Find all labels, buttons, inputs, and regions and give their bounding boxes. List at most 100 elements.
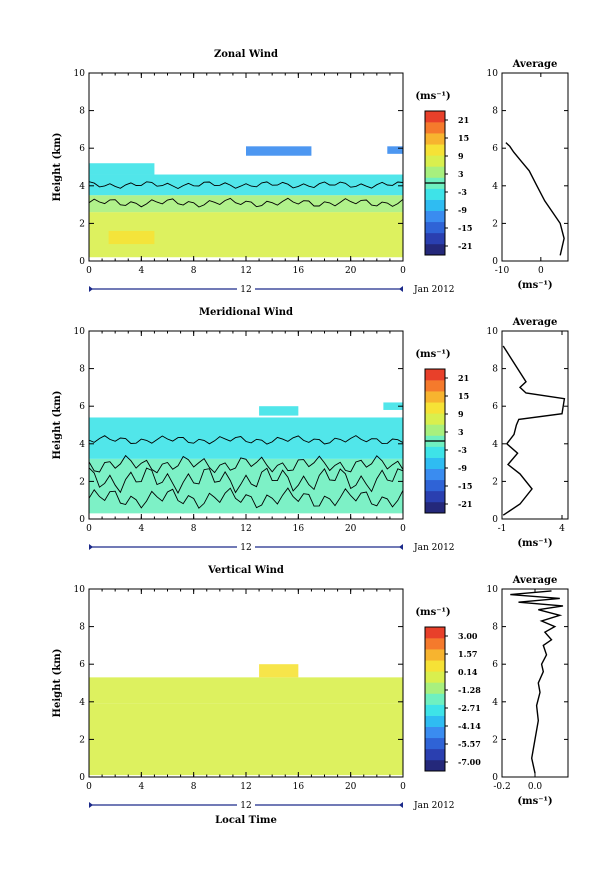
profile-x-label: (ms⁻¹) xyxy=(517,538,552,549)
x-tick-label: 16 xyxy=(293,782,305,792)
colorbar-segment xyxy=(425,660,445,672)
colorbar-segment xyxy=(425,166,445,178)
colorbar-tick-label: 0.14 xyxy=(458,667,478,677)
heatmap-layer xyxy=(387,146,403,154)
heatmap-layer xyxy=(89,703,403,776)
colorbar-segment xyxy=(425,671,445,683)
y-tick-label: 2 xyxy=(492,735,498,745)
colorbar-tick-label: 15 xyxy=(458,391,469,401)
x-tick-label: 20 xyxy=(345,266,357,276)
colorbar-unit-label: (ms⁻¹) xyxy=(415,607,450,618)
colorbar-tick-label: 21 xyxy=(458,373,469,383)
x-tick-label: 12 xyxy=(240,524,251,534)
y-tick-label: 2 xyxy=(79,219,85,229)
y-tick-label: 6 xyxy=(79,660,85,670)
colorbar-segment xyxy=(425,111,445,123)
panel-title: Vertical Wind xyxy=(207,565,284,576)
zero-contour-line xyxy=(88,454,404,474)
x-tick-label: 4 xyxy=(559,524,565,534)
colorbar-tick-label: -2.71 xyxy=(458,703,481,713)
heatmap-layer xyxy=(89,163,155,175)
colorbar-segment xyxy=(425,210,445,223)
profile-x-label: (ms⁻¹) xyxy=(517,796,552,807)
date-bar-arrow xyxy=(89,802,93,808)
panel-title: Meridional Wind xyxy=(199,307,293,318)
date-bar-arrow xyxy=(399,544,403,550)
x-tick-label: 0 xyxy=(86,524,92,534)
colorbar-segment xyxy=(425,446,445,458)
colorbar-segment xyxy=(425,369,445,381)
x-tick-label: 4 xyxy=(138,266,144,276)
profile-title: Average xyxy=(512,575,558,586)
colorbar-tick-label: -15 xyxy=(458,481,472,491)
y-axis-label: Height (km) xyxy=(52,649,63,718)
heatmap-layer xyxy=(246,146,312,156)
colorbar-tick-label: 9 xyxy=(458,409,464,419)
colorbar-tick-label: 3 xyxy=(458,169,464,179)
x-tick-label: 16 xyxy=(293,266,305,276)
y-tick-label: 6 xyxy=(492,402,498,412)
colorbar-tick-label: 15 xyxy=(458,133,469,143)
average-profile-line xyxy=(510,590,564,774)
colorbar-segment xyxy=(425,457,445,469)
heatmap-layer xyxy=(259,664,299,678)
y-tick-label: 4 xyxy=(79,440,85,450)
date-bar-arrow xyxy=(89,286,93,292)
profile-title: Average xyxy=(512,317,558,328)
x-tick-label: 0 xyxy=(400,524,406,534)
colorbar-tick-label: -5.57 xyxy=(458,739,481,749)
y-tick-label: 4 xyxy=(492,182,498,192)
heatmap-layer xyxy=(89,458,403,514)
x-tick-label: 0 xyxy=(400,266,406,276)
colorbar-segment xyxy=(425,638,445,650)
colorbar-tick-label: 3.00 xyxy=(458,631,478,641)
average-profile-line xyxy=(502,345,566,516)
colorbar-segment xyxy=(425,693,445,705)
x-tick-label: 8 xyxy=(191,524,197,534)
colorbar-segment xyxy=(425,380,445,392)
colorbar-segment xyxy=(425,627,445,639)
colorbar-tick-label: 9 xyxy=(458,151,464,161)
profile-x-label: (ms⁻¹) xyxy=(517,280,552,291)
colorbar-tick-label: -9 xyxy=(458,463,467,473)
date-bar-gap xyxy=(237,283,255,294)
colorbar-frame xyxy=(424,626,446,772)
x-axis-label: Local Time xyxy=(215,815,277,826)
colorbar-segment xyxy=(425,133,445,145)
date-label: Jan 2012 xyxy=(413,801,455,811)
profile-title: Average xyxy=(512,59,558,70)
colorbar-unit-label: (ms⁻¹) xyxy=(415,349,450,360)
colorbar-segment xyxy=(425,501,445,514)
y-tick-label: 8 xyxy=(492,623,498,633)
y-tick-label: 8 xyxy=(79,365,85,375)
colorbar-segment xyxy=(425,649,445,661)
heatmap-layer xyxy=(89,174,403,196)
x-tick-label: 20 xyxy=(345,524,357,534)
x-tick-label: 0 xyxy=(86,266,92,276)
colorbar-segment xyxy=(425,682,445,694)
x-tick-label: 8 xyxy=(191,782,197,792)
colorbar-segment xyxy=(425,122,445,134)
colorbar-segment xyxy=(425,748,445,761)
colorbar-segment xyxy=(425,243,445,256)
colorbar-unit-label: (ms⁻¹) xyxy=(415,91,450,102)
y-tick-label: 8 xyxy=(492,365,498,375)
colorbar-segment xyxy=(425,704,445,716)
colorbar-segment xyxy=(425,413,445,425)
x-tick-label: 12 xyxy=(240,266,251,276)
y-axis-label: Height (km) xyxy=(52,391,63,460)
x-tick-label: 20 xyxy=(345,782,357,792)
x-tick-label: 16 xyxy=(293,524,305,534)
zero-contour-line xyxy=(88,467,404,494)
y-tick-label: 6 xyxy=(492,660,498,670)
heatmap-layer xyxy=(89,195,403,213)
x-tick-label: 8 xyxy=(191,266,197,276)
heatmap-layer xyxy=(383,402,403,410)
colorbar-segment xyxy=(425,726,445,739)
y-tick-label: 6 xyxy=(492,144,498,154)
colorbar-segment xyxy=(425,737,445,750)
y-tick-label: 0 xyxy=(79,257,85,267)
colorbar-segment xyxy=(425,155,445,167)
y-axis-label: Height (km) xyxy=(52,133,63,202)
